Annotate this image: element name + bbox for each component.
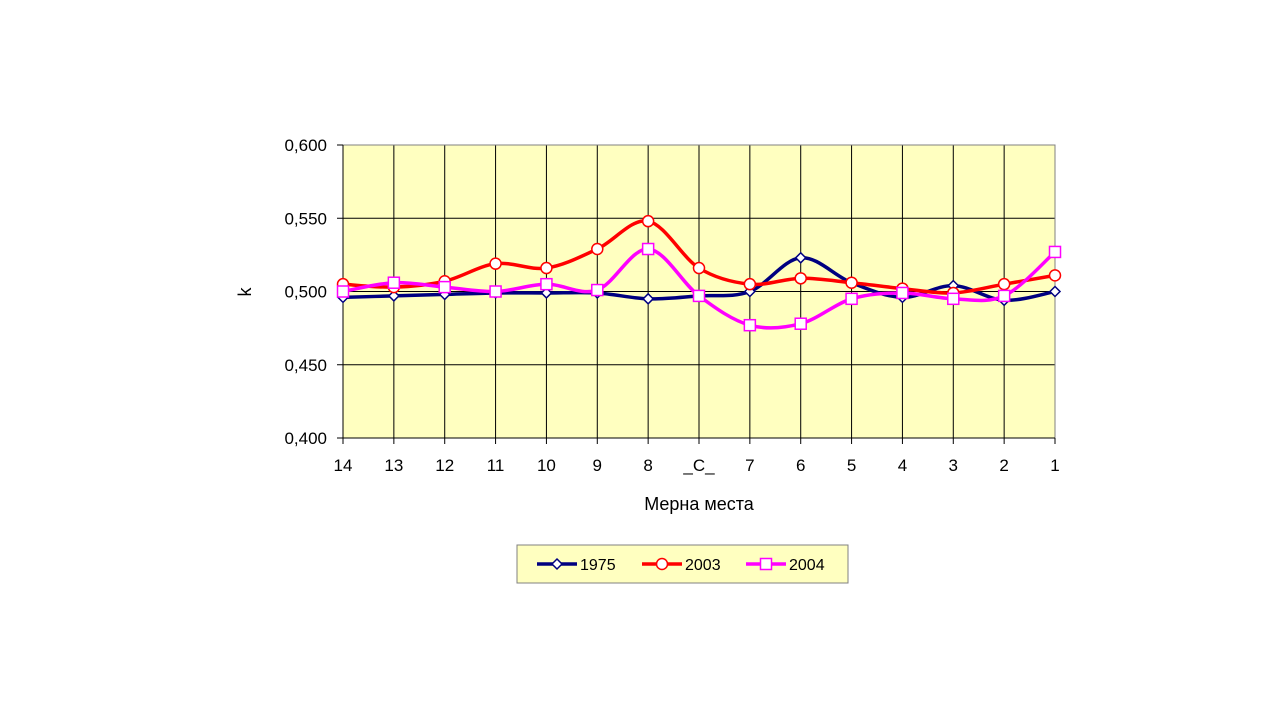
x-tick-labels: 14 13 12 11 10 9 8 _C_ 7 6 5 4 3 2 1 <box>334 456 1060 475</box>
series-2004 <box>336 242 1062 332</box>
legend-swatch-marker <box>550 557 564 571</box>
data-point-2003 <box>1048 269 1062 282</box>
y-tick-label: 0,400 <box>284 429 327 448</box>
y-tick-label: 0,550 <box>284 209 327 228</box>
data-point-2004 <box>692 289 706 303</box>
data-point-1975 <box>540 286 553 300</box>
x-tick-label: 1 <box>1050 456 1059 475</box>
legend-swatch-marker <box>655 557 669 571</box>
y-tick-labels: 0,600 0,550 0,500 0,450 0,400 <box>284 136 327 448</box>
data-point-2004 <box>336 285 350 298</box>
data-point-2004 <box>489 285 502 298</box>
data-point-2004 <box>947 292 960 306</box>
x-tick-label: 11 <box>487 456 505 475</box>
x-tick-label: 7 <box>745 456 754 475</box>
data-point-2003 <box>997 277 1011 291</box>
data-point-1975 <box>642 292 655 305</box>
x-tick-label: 5 <box>847 456 856 475</box>
x-tick-label: 10 <box>537 456 556 475</box>
data-point-2004 <box>845 292 858 306</box>
series-lines <box>336 214 1062 332</box>
data-point-2003 <box>540 261 553 275</box>
y-axis-title: k <box>235 287 255 297</box>
data-point-2004 <box>438 280 451 294</box>
legend-item-2003: 2003 <box>642 557 721 574</box>
data-point-2004 <box>1048 245 1062 259</box>
data-point-2004 <box>794 317 807 330</box>
data-point-2004 <box>387 276 401 289</box>
y-tick-label: 0,600 <box>284 136 327 155</box>
legend-item-2004: 2004 <box>746 557 825 574</box>
x-tick-label: 9 <box>593 456 602 475</box>
data-point-2004 <box>540 277 553 291</box>
data-point-2003 <box>692 261 706 275</box>
data-point-2003 <box>743 277 757 291</box>
x-tick-label: 13 <box>384 456 403 475</box>
legend-item-1975: 1975 <box>537 557 616 574</box>
legend: 1975 2003 2004 <box>516 544 849 584</box>
legend-box <box>516 544 849 584</box>
data-point-2003 <box>845 276 858 289</box>
x-tick-label: 8 <box>643 456 652 475</box>
data-point-2004 <box>591 283 604 297</box>
data-point-1975 <box>1048 285 1062 298</box>
y-tick-label: 0,450 <box>284 356 327 375</box>
x-tick-label: 3 <box>949 456 958 475</box>
data-point-2004 <box>743 318 757 332</box>
data-point-2003 <box>794 272 807 285</box>
x-axis-title: Мерна места <box>644 494 755 514</box>
legend-label: 2004 <box>789 557 825 574</box>
legend-label: 2003 <box>685 557 721 574</box>
x-tick-label: 12 <box>435 456 454 475</box>
data-point-1975 <box>387 289 400 302</box>
data-point-2004 <box>896 286 909 300</box>
x-tick-label: 14 <box>334 456 353 475</box>
data-point-2004 <box>997 289 1011 303</box>
x-tick-label: 4 <box>898 456 907 475</box>
data-point-2003 <box>641 214 655 228</box>
y-tick-label: 0,500 <box>284 283 327 302</box>
data-point-2003 <box>489 257 502 270</box>
x-tick-label: 2 <box>999 456 1008 475</box>
data-point-2004 <box>641 242 655 256</box>
x-tick-label: _C_ <box>682 456 715 475</box>
x-tick-label: 6 <box>796 456 805 475</box>
data-point-1975 <box>794 251 807 264</box>
data-point-2003 <box>591 242 604 256</box>
legend-swatch-marker <box>759 557 773 571</box>
legend-label: 1975 <box>580 557 616 574</box>
